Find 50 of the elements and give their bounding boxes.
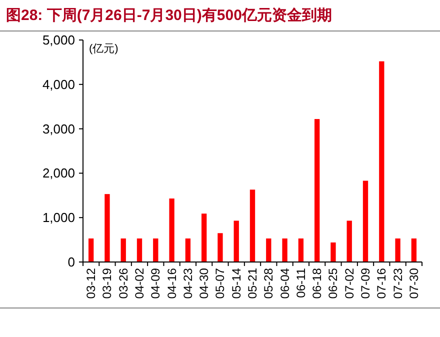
bar bbox=[201, 214, 207, 262]
bar bbox=[411, 238, 417, 262]
x-tick-label: 05-28 bbox=[262, 268, 276, 299]
x-tick-label: 07-23 bbox=[390, 268, 405, 299]
bar bbox=[346, 220, 352, 262]
x-tick-label: 05-21 bbox=[246, 268, 260, 299]
bar bbox=[104, 194, 110, 262]
bar bbox=[234, 220, 239, 262]
x-tick-label: 07-16 bbox=[374, 268, 389, 299]
bar bbox=[330, 242, 336, 262]
y-tick-label: 2,000 bbox=[42, 166, 75, 181]
chart-title: 图28: 下周(7月26日-7月30日)有500亿元资金到期 bbox=[6, 7, 332, 24]
x-tick-label: 04-16 bbox=[164, 268, 179, 299]
y-tick-label: 0 bbox=[68, 254, 75, 270]
bar bbox=[250, 190, 256, 262]
x-tick-label: 07-09 bbox=[358, 268, 372, 299]
bar bbox=[298, 238, 304, 262]
x-tick-label: 05-07 bbox=[213, 268, 228, 299]
bar bbox=[362, 180, 368, 262]
bar bbox=[169, 198, 174, 262]
bar bbox=[88, 238, 94, 262]
x-tick-label: 06-04 bbox=[278, 268, 292, 299]
x-tick-label: 04-30 bbox=[197, 268, 212, 299]
bar bbox=[185, 238, 191, 262]
y-tick-label: 3,000 bbox=[42, 121, 75, 136]
bar bbox=[136, 238, 142, 262]
y-tick-label: 4,000 bbox=[42, 76, 75, 92]
bar bbox=[120, 238, 126, 262]
x-tick-label: 05-14 bbox=[229, 268, 244, 299]
bar bbox=[266, 238, 272, 262]
x-tick-label: 06-11 bbox=[294, 268, 308, 298]
y-axis-title: (亿元) bbox=[89, 43, 118, 55]
bar bbox=[153, 238, 158, 262]
x-tick-label: 03-26 bbox=[116, 268, 130, 299]
x-tick-label: 04-09 bbox=[148, 268, 163, 299]
bar bbox=[379, 61, 384, 262]
bar bbox=[314, 119, 320, 262]
x-tick-label: 04-02 bbox=[132, 268, 146, 299]
x-tick-label: 03-12 bbox=[84, 268, 98, 299]
y-tick-label: 1,000 bbox=[42, 210, 75, 226]
x-tick-label: 06-25 bbox=[326, 268, 340, 299]
bar bbox=[218, 233, 223, 262]
y-tick-label: 5,000 bbox=[42, 32, 75, 48]
bar bbox=[395, 238, 400, 262]
x-tick-label: 07-02 bbox=[342, 268, 356, 299]
bar bbox=[282, 238, 288, 262]
x-tick-label: 03-19 bbox=[100, 268, 114, 299]
x-tick-label: 06-18 bbox=[310, 268, 324, 299]
x-tick-label: 04-23 bbox=[180, 268, 195, 299]
x-tick-label: 07-30 bbox=[406, 268, 421, 299]
